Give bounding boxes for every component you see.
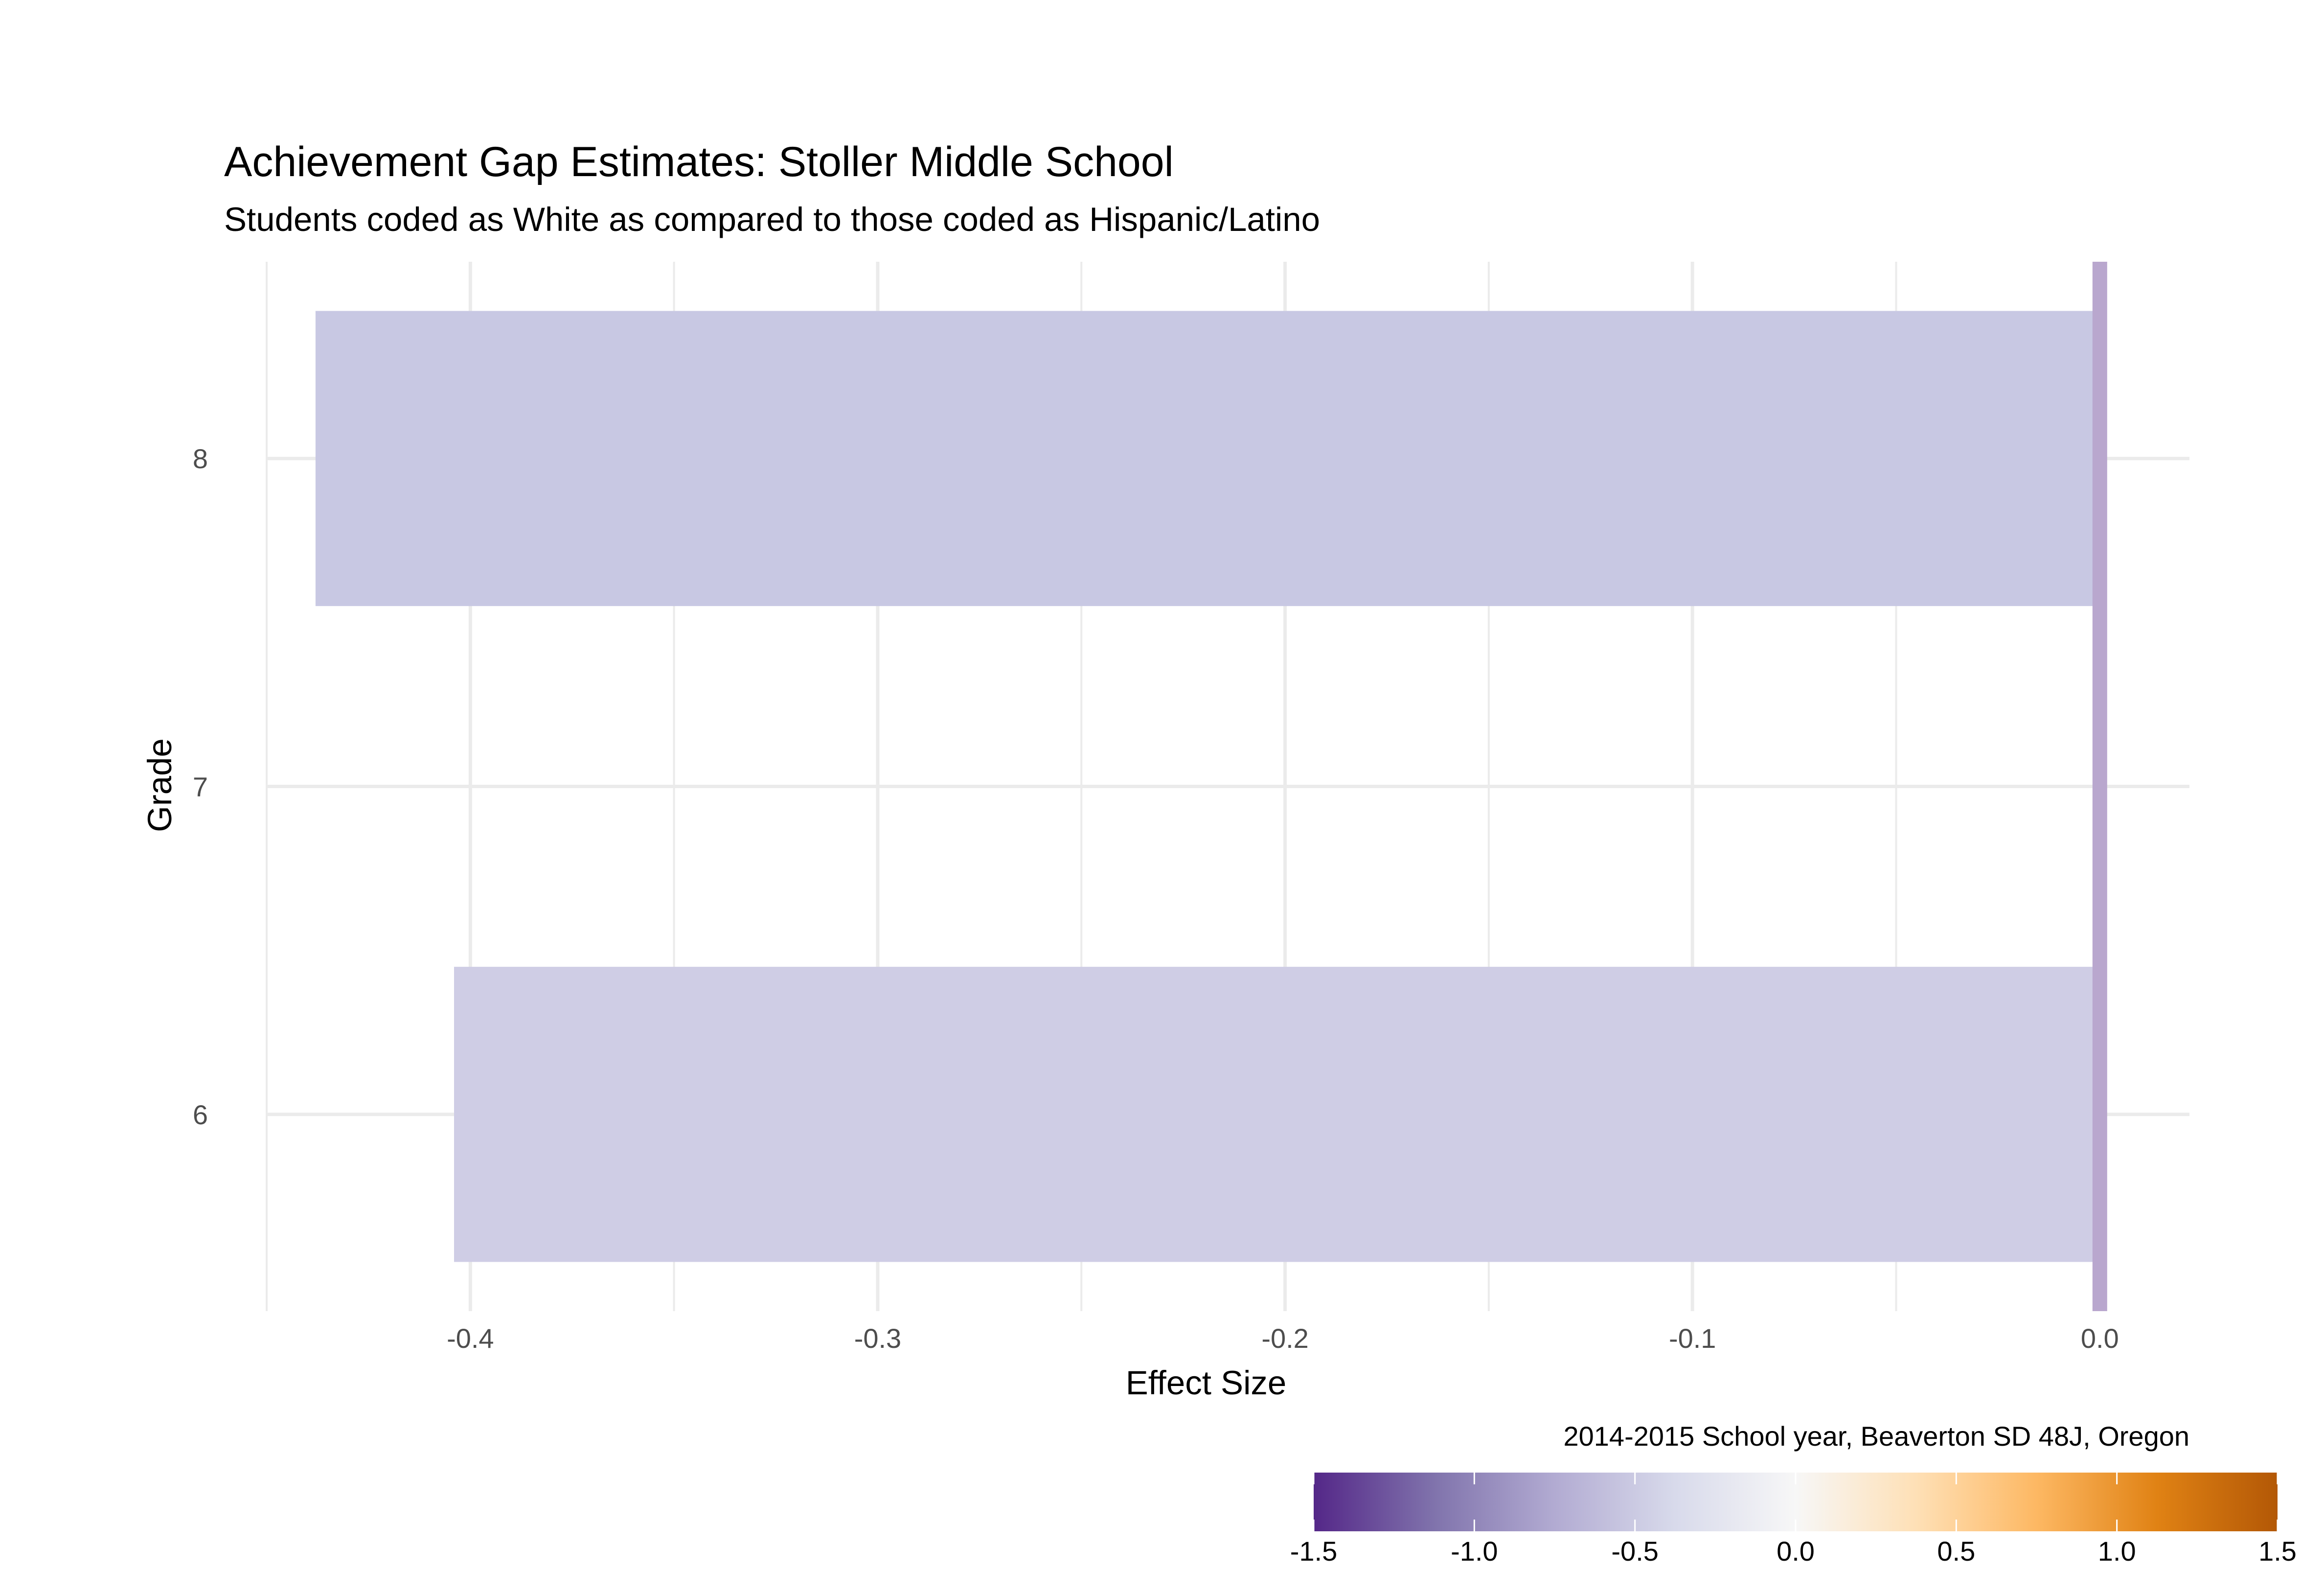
- colorbar-tick-label: 1.0: [2098, 1536, 2136, 1567]
- chart-caption: 2014-2015 School year, Beaverton SD 48J,…: [1564, 1421, 2190, 1452]
- x-tick-label: -0.1: [1669, 1323, 1716, 1354]
- colorbar-tick-label: 1.5: [2258, 1536, 2297, 1567]
- chart-subtitle: Students coded as White as compared to t…: [224, 201, 1320, 238]
- colorbar-tick-label: 0.5: [1937, 1536, 1975, 1567]
- colorbar-legend: -1.5 -1.0 -0.5 0.0 0.5 1.0 1.5: [1290, 1473, 2297, 1567]
- colorbar-tick-label: 0.0: [1777, 1536, 1815, 1567]
- x-tick-label: -0.2: [1261, 1323, 1309, 1354]
- colorbar-tick-label: -1.0: [1451, 1536, 1498, 1567]
- chart-title: Achievement Gap Estimates: Stoller Middl…: [224, 138, 1174, 185]
- x-tick-label: 0.0: [2081, 1323, 2119, 1354]
- x-tick-label: -0.4: [447, 1323, 494, 1354]
- bar-grade-6: [454, 967, 2100, 1262]
- x-tick-label: -0.3: [854, 1323, 902, 1354]
- y-tick-label: 6: [193, 1099, 208, 1130]
- y-axis-title: Grade: [141, 738, 179, 832]
- y-tick-label: 7: [193, 772, 208, 802]
- y-tick-label: 8: [193, 443, 208, 474]
- x-axis-title: Effect Size: [1126, 1364, 1287, 1402]
- y-axis-ticks: 6 7 8: [193, 443, 208, 1130]
- colorbar-tick-label: -1.5: [1290, 1536, 1338, 1567]
- bar-grade-8: [315, 311, 2100, 606]
- bars: [315, 311, 2100, 1262]
- colorbar-tick-label: -0.5: [1611, 1536, 1659, 1567]
- x-axis-ticks: -0.4 -0.3 -0.2 -0.1 0.0: [447, 1323, 2119, 1354]
